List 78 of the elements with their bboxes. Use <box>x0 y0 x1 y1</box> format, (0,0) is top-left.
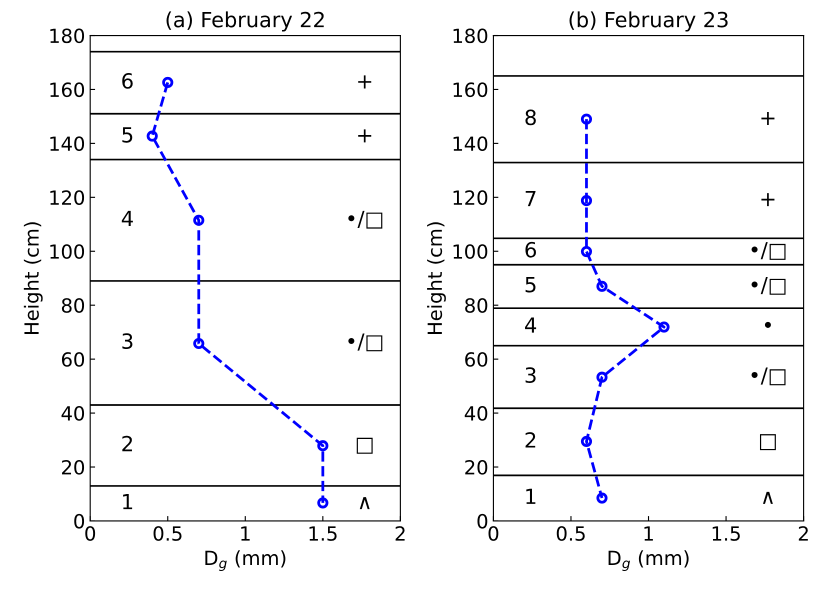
annotation: □ <box>356 438 373 454</box>
y-tick-label: 140 <box>454 136 488 152</box>
y-tick-label: 0 <box>477 514 488 529</box>
point <box>162 76 174 88</box>
annotation: ∧ <box>360 497 370 510</box>
point <box>580 195 592 206</box>
x-tick-label: 0.5 <box>556 526 585 541</box>
annotation: 1 <box>123 494 132 510</box>
y-tick-label: 140 <box>50 136 84 152</box>
y-tick-label: 20 <box>465 460 488 475</box>
y-axis-title: Height (cm) <box>24 222 43 334</box>
x-tick-label: 0 <box>488 526 498 541</box>
annotation: 6 <box>122 73 133 89</box>
annotation: + <box>358 75 372 88</box>
point <box>580 114 592 125</box>
x-tick-label: 0.5 <box>154 526 182 541</box>
annotation: 2 <box>526 432 536 448</box>
annotation: •/□ <box>752 242 786 260</box>
annotation: •/□ <box>348 210 382 229</box>
point <box>193 214 204 226</box>
annotation: 3 <box>526 367 536 383</box>
x-tick-label: 0 <box>85 526 96 541</box>
y-tick-label: 40 <box>464 406 488 421</box>
point <box>317 440 328 452</box>
chart-title: (b) February 23 <box>570 11 728 32</box>
annotation: 4 <box>525 317 536 333</box>
y-tick-label: 60 <box>465 352 488 367</box>
x-tick-label: 2 <box>798 526 808 541</box>
annotation: 4 <box>122 210 133 226</box>
y-tick-label: 160 <box>454 82 488 98</box>
point <box>580 436 592 447</box>
x-tick-label: 1 <box>241 526 250 541</box>
y-tick-label: 100 <box>50 244 84 259</box>
y-tick-label: 180 <box>454 28 488 44</box>
y-tick-label: 80 <box>465 298 488 313</box>
annotation: 7 <box>526 190 536 206</box>
y-tick-label: 120 <box>454 190 488 205</box>
annotation: 5 <box>526 277 536 293</box>
annotation: 1 <box>526 488 536 504</box>
y-tick-label: 120 <box>50 190 84 205</box>
x-tick-label: 2 <box>396 526 405 541</box>
annotation: • <box>764 322 771 328</box>
annotation: + <box>761 112 774 126</box>
annotation: □ <box>760 434 776 450</box>
point <box>596 492 608 504</box>
x-tick-label: 1.5 <box>310 526 337 541</box>
point <box>193 338 204 350</box>
point <box>146 130 158 142</box>
annotation: + <box>358 129 372 142</box>
annotation: •/□ <box>752 277 786 295</box>
annotation: 6 <box>525 242 536 258</box>
annotation: 8 <box>525 110 536 126</box>
y-tick-label: 80 <box>62 298 84 313</box>
y-tick-label: 0 <box>74 514 84 529</box>
x-tick-label: 1.5 <box>712 526 740 541</box>
point <box>596 372 608 383</box>
y-tick-label: 40 <box>62 406 84 421</box>
annotation: 5 <box>122 127 132 143</box>
annotation: ∧ <box>762 492 773 504</box>
y-tick-label: 20 <box>62 460 84 475</box>
annotation: 2 <box>122 436 132 452</box>
chart-title: (a) February 22 <box>166 11 324 32</box>
x-axis-title: D$_{g}$ (mm) <box>608 550 689 571</box>
y-tick-label: 60 <box>62 352 84 367</box>
annotation: 3 <box>122 333 132 350</box>
y-tick-label: 160 <box>50 82 84 98</box>
annotation: •/□ <box>348 334 382 352</box>
point <box>658 322 670 333</box>
annotation: •/□ <box>752 368 786 386</box>
y-axis-title: Height (cm) <box>427 222 446 334</box>
point <box>317 497 328 508</box>
annotation: + <box>761 193 774 206</box>
point <box>596 280 608 292</box>
y-tick-label: 180 <box>50 28 84 44</box>
point <box>580 246 592 258</box>
y-tick-label: 100 <box>454 244 488 259</box>
x-axis-title: D$_{g}$ (mm) <box>205 550 286 571</box>
x-tick-label: 1 <box>644 526 653 541</box>
